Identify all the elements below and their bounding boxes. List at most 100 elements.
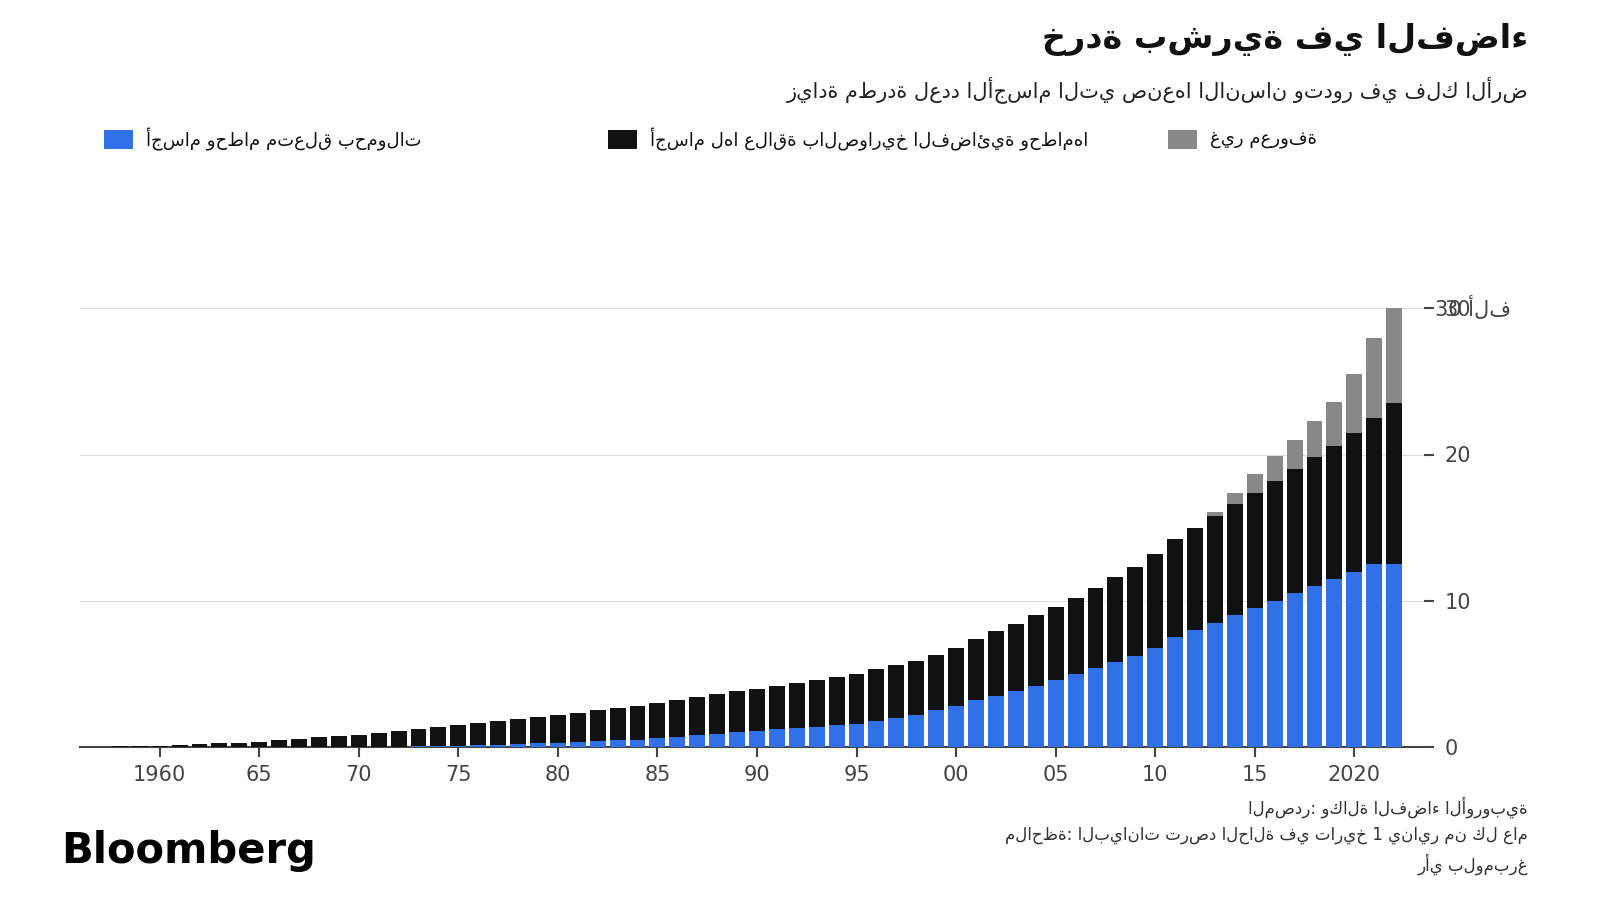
Bar: [789, 682, 805, 728]
Bar: [1027, 616, 1043, 686]
Bar: [1386, 403, 1402, 564]
Bar: [610, 708, 626, 741]
Bar: [1128, 567, 1144, 656]
Bar: [251, 742, 267, 747]
Bar: [1326, 579, 1342, 747]
Text: ملاحظة: البيانات ترصد الحالة في تاريخ 1 يناير من كل عام: ملاحظة: البيانات ترصد الحالة في تاريخ 1 …: [1005, 826, 1528, 844]
Text: زيادة مطردة لعدد الأجسام التي صنعها الانسان وتدور في فلك الأرض: زيادة مطردة لعدد الأجسام التي صنعها الان…: [786, 76, 1528, 104]
Bar: [590, 710, 606, 742]
Bar: [1147, 648, 1163, 747]
Bar: [1286, 593, 1302, 747]
Bar: [1187, 630, 1203, 747]
Bar: [1206, 511, 1222, 516]
Bar: [1246, 473, 1262, 492]
Bar: [310, 737, 326, 747]
Bar: [450, 725, 466, 745]
Bar: [490, 722, 506, 745]
Bar: [987, 696, 1003, 747]
Bar: [749, 731, 765, 747]
Bar: [1267, 456, 1283, 481]
Text: خردة بشرية في الفضاء: خردة بشرية في الفضاء: [1042, 22, 1528, 56]
Bar: [1088, 588, 1104, 668]
Bar: [1166, 637, 1182, 747]
Bar: [171, 745, 187, 747]
Bar: [490, 745, 506, 747]
Bar: [192, 744, 208, 747]
Bar: [829, 677, 845, 725]
Bar: [949, 706, 965, 747]
Bar: [650, 703, 666, 738]
Bar: [669, 737, 685, 747]
Bar: [928, 710, 944, 747]
Bar: [510, 744, 526, 747]
Bar: [749, 688, 765, 731]
Text: رأي بلومبرغ: رأي بلومبرغ: [1418, 853, 1528, 875]
Bar: [829, 725, 845, 747]
Bar: [1227, 492, 1243, 504]
Bar: [550, 742, 566, 747]
Bar: [888, 718, 904, 747]
Bar: [1147, 554, 1163, 648]
Bar: [1107, 578, 1123, 662]
Bar: [390, 731, 406, 747]
Bar: [152, 745, 168, 747]
Bar: [629, 706, 645, 740]
Bar: [211, 743, 227, 747]
Bar: [1326, 401, 1342, 446]
Bar: [590, 742, 606, 747]
Bar: [629, 740, 645, 747]
Bar: [331, 736, 347, 747]
Bar: [1128, 656, 1144, 747]
Bar: [1008, 691, 1024, 747]
Bar: [928, 655, 944, 710]
Bar: [1227, 616, 1243, 747]
Bar: [709, 695, 725, 734]
Bar: [570, 713, 586, 742]
Text: أجسام وحطام متعلق بحمولات: أجسام وحطام متعلق بحمولات: [146, 128, 421, 151]
Bar: [1307, 457, 1323, 586]
Bar: [968, 639, 984, 700]
Bar: [232, 742, 248, 747]
Bar: [430, 727, 446, 746]
Bar: [848, 674, 864, 724]
Bar: [610, 741, 626, 747]
Bar: [1366, 338, 1382, 418]
Bar: [1107, 662, 1123, 747]
Bar: [709, 734, 725, 747]
Bar: [530, 743, 546, 747]
Bar: [848, 724, 864, 747]
Bar: [470, 723, 486, 745]
Bar: [869, 721, 885, 747]
Bar: [1307, 421, 1323, 457]
Text: المصدر: وكالة الفضاء الأوروبية: المصدر: وكالة الفضاء الأوروبية: [1248, 796, 1528, 818]
Bar: [808, 726, 824, 747]
Bar: [570, 742, 586, 747]
Bar: [949, 648, 965, 706]
Bar: [968, 700, 984, 747]
Bar: [1386, 564, 1402, 747]
Bar: [1366, 564, 1382, 747]
Bar: [1048, 607, 1064, 680]
Bar: [789, 728, 805, 747]
Text: أجسام لها علاقة بالصواريخ الفضائية وحطامها: أجسام لها علاقة بالصواريخ الفضائية وحطام…: [650, 128, 1088, 151]
Bar: [371, 734, 387, 747]
Bar: [1227, 504, 1243, 616]
Bar: [770, 729, 786, 747]
Bar: [1246, 608, 1262, 747]
Bar: [730, 733, 746, 747]
Bar: [1027, 686, 1043, 747]
Bar: [1206, 516, 1222, 623]
Bar: [411, 729, 427, 746]
Text: Bloomberg: Bloomberg: [61, 830, 315, 871]
Bar: [1067, 674, 1083, 747]
Bar: [909, 661, 925, 715]
Bar: [350, 734, 366, 747]
Bar: [909, 715, 925, 747]
Bar: [1346, 374, 1362, 433]
Bar: [730, 691, 746, 733]
Bar: [510, 719, 526, 744]
Bar: [1366, 418, 1382, 564]
Bar: [1267, 601, 1283, 747]
Text: غير معروفة: غير معروفة: [1210, 130, 1317, 148]
Bar: [1187, 527, 1203, 630]
